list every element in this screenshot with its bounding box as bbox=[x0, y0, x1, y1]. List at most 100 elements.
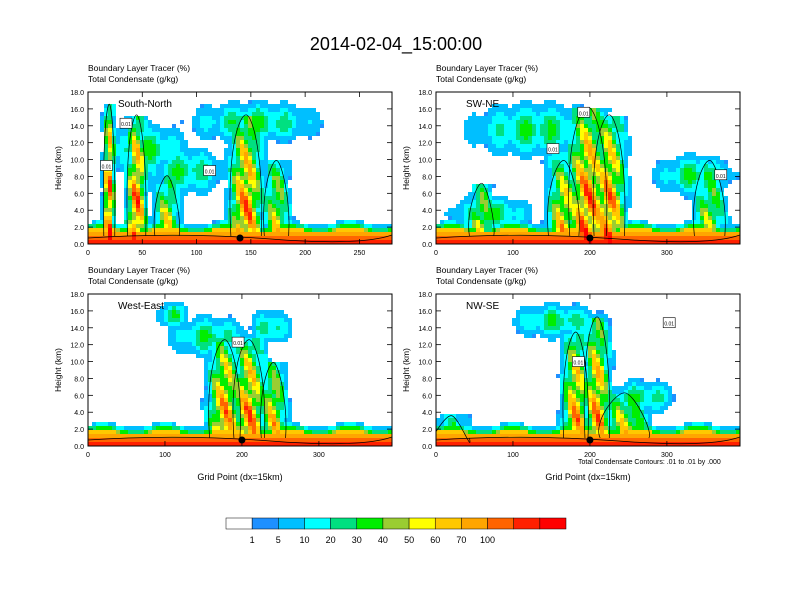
field-cell bbox=[192, 120, 196, 124]
field-cell bbox=[360, 232, 364, 236]
field-cell bbox=[136, 168, 140, 172]
field-cell bbox=[220, 224, 224, 228]
field-cell bbox=[624, 208, 628, 212]
field-cell bbox=[88, 426, 92, 430]
field-cell bbox=[132, 136, 136, 140]
field-cell bbox=[664, 228, 668, 232]
field-cell bbox=[184, 306, 188, 310]
field-cell bbox=[228, 430, 232, 434]
field-cell bbox=[668, 180, 672, 184]
field-cell bbox=[208, 188, 212, 192]
field-cell bbox=[116, 148, 120, 152]
field-cell bbox=[492, 204, 496, 208]
field-cell bbox=[484, 212, 488, 216]
field-cell bbox=[456, 228, 460, 232]
field-cell bbox=[592, 188, 596, 192]
field-cell bbox=[576, 132, 580, 136]
field-cell bbox=[704, 164, 708, 168]
field-cell bbox=[264, 426, 268, 430]
field-cell bbox=[576, 156, 580, 160]
field-cell bbox=[232, 322, 236, 326]
field-cell bbox=[612, 124, 616, 128]
field-cell bbox=[544, 302, 548, 306]
field-cell bbox=[600, 152, 604, 156]
field-cell bbox=[104, 232, 108, 236]
field-cell bbox=[152, 426, 156, 430]
field-cell bbox=[620, 220, 624, 224]
field-cell bbox=[588, 188, 592, 192]
field-cell bbox=[224, 108, 228, 112]
field-cell bbox=[720, 240, 724, 244]
field-cell bbox=[180, 224, 184, 228]
field-cell bbox=[308, 236, 312, 240]
field-cell bbox=[588, 176, 592, 180]
field-cell bbox=[308, 240, 312, 244]
field-cell bbox=[356, 232, 360, 236]
field-cell bbox=[360, 224, 364, 228]
field-cell bbox=[312, 430, 316, 434]
field-cell bbox=[552, 188, 556, 192]
field-cell bbox=[164, 140, 168, 144]
field-cell bbox=[580, 314, 584, 318]
field-cell bbox=[640, 224, 644, 228]
field-cell bbox=[280, 196, 284, 200]
field-cell bbox=[216, 350, 220, 354]
field-cell bbox=[308, 124, 312, 128]
field-cell bbox=[488, 128, 492, 132]
field-cell bbox=[144, 124, 148, 128]
field-cell bbox=[232, 390, 236, 394]
field-cell bbox=[268, 108, 272, 112]
field-cell bbox=[220, 378, 224, 382]
field-cell bbox=[536, 232, 540, 236]
field-cell bbox=[588, 224, 592, 228]
field-cell bbox=[496, 232, 500, 236]
field-cell bbox=[556, 426, 560, 430]
field-cell bbox=[624, 120, 628, 124]
field-cell bbox=[188, 438, 192, 442]
field-cell bbox=[552, 314, 556, 318]
field-cell bbox=[268, 208, 272, 212]
field-cell bbox=[460, 204, 464, 208]
field-cell bbox=[612, 196, 616, 200]
field-cell bbox=[260, 338, 264, 342]
field-cell bbox=[212, 116, 216, 120]
field-cell bbox=[196, 228, 200, 232]
field-cell bbox=[240, 224, 244, 228]
field-cell bbox=[488, 224, 492, 228]
field-cell bbox=[232, 156, 236, 160]
field-cell bbox=[232, 232, 236, 236]
field-cell bbox=[612, 116, 616, 120]
field-cell bbox=[136, 184, 140, 188]
field-cell bbox=[520, 144, 524, 148]
field-cell bbox=[372, 236, 376, 240]
field-cell bbox=[140, 172, 144, 176]
field-cell bbox=[276, 184, 280, 188]
field-cell bbox=[224, 104, 228, 108]
field-cell bbox=[484, 438, 488, 442]
field-cell bbox=[272, 398, 276, 402]
field-cell bbox=[260, 184, 264, 188]
field-cell bbox=[704, 232, 708, 236]
plot-frame bbox=[87, 293, 393, 447]
field-cell bbox=[252, 358, 256, 362]
field-cell bbox=[560, 354, 564, 358]
field-cell bbox=[704, 184, 708, 188]
field-cell bbox=[468, 204, 472, 208]
field-cell bbox=[452, 438, 456, 442]
field-cell bbox=[332, 236, 336, 240]
field-cell bbox=[508, 434, 512, 438]
field-cell bbox=[260, 192, 264, 196]
field-cell bbox=[252, 442, 256, 446]
field-cell bbox=[248, 386, 252, 390]
field-cell bbox=[520, 208, 524, 212]
field-cell bbox=[440, 236, 444, 240]
field-cell bbox=[324, 232, 328, 236]
field-cell bbox=[504, 140, 508, 144]
field-cell bbox=[168, 330, 172, 334]
field-cell bbox=[620, 240, 624, 244]
field-cell bbox=[600, 232, 604, 236]
field-cell bbox=[260, 236, 264, 240]
field-cell bbox=[276, 176, 280, 180]
field-cell bbox=[148, 216, 152, 220]
field-cell bbox=[692, 188, 696, 192]
